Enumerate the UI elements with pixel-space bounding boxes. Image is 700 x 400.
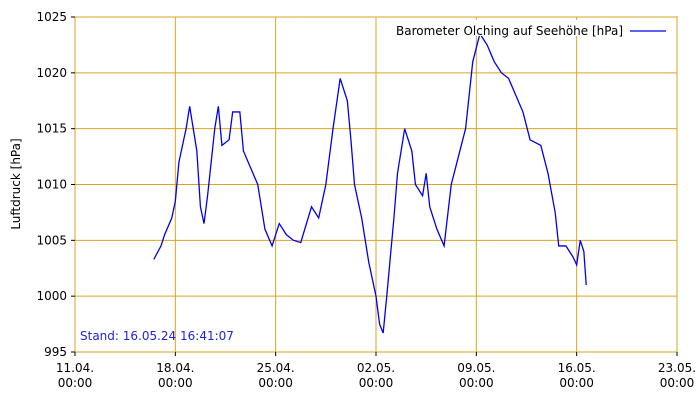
y-tick-label: 1025 xyxy=(36,10,67,24)
y-tick-label: 1000 xyxy=(36,289,67,303)
x-tick-label: 23.05. 00:00 xyxy=(658,361,696,390)
x-tick-label: 18.04. 00:00 xyxy=(156,361,194,390)
annotation: Stand: 16.05.24 16:41:07 xyxy=(80,329,234,343)
y-tick-label: 995 xyxy=(44,345,67,359)
y-tick-label: 1005 xyxy=(36,233,67,247)
x-tick-label: 02.05. 00:00 xyxy=(357,361,395,390)
x-tick-label: 09.05. 00:00 xyxy=(457,361,495,390)
x-tick-label: 25.04. 00:00 xyxy=(257,361,295,390)
line-series xyxy=(153,32,587,334)
legend-label: Barometer Olching auf Seehöhe [hPa] xyxy=(396,24,623,38)
y-axis-label: Luftdruck [hPa] xyxy=(9,138,23,229)
x-tick-label: 11.04. 00:00 xyxy=(56,361,94,390)
legend-background xyxy=(400,20,675,36)
y-tick-label: 1015 xyxy=(36,122,67,136)
y-tick-label: 1020 xyxy=(36,66,67,80)
y-tick-label: 1010 xyxy=(36,178,67,192)
x-tick-label: 16.05. 00:00 xyxy=(558,361,596,390)
